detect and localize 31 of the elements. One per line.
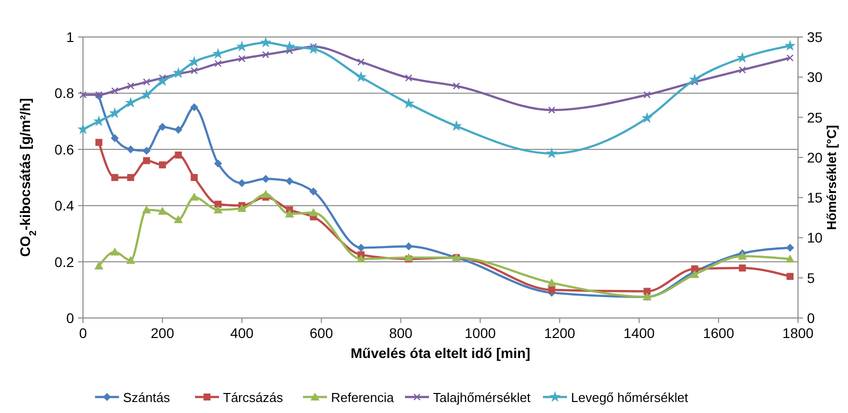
y-tick-label: 0.2: [54, 254, 74, 270]
y2-tick-label: 35: [807, 29, 823, 45]
x-tick-label: 200: [150, 325, 174, 341]
x-tick-label: 1000: [464, 325, 496, 341]
legend-label: Levegő hőmérséklet: [571, 390, 688, 405]
y2-tick-label: 15: [807, 190, 823, 206]
y-tick-label: 0: [66, 310, 74, 326]
y2-tick-label: 25: [807, 109, 823, 126]
x-tick-label: 800: [389, 325, 413, 341]
x-tick-label: 1800: [782, 325, 814, 341]
x-tick-label: 1200: [544, 325, 576, 341]
y-tick-label: 1: [66, 29, 74, 45]
y2-tick-label: 30: [807, 69, 823, 86]
x-tick-label: 1600: [702, 325, 734, 341]
x-tick-label: 1400: [624, 325, 655, 341]
y2-tick-label: 5: [807, 270, 815, 286]
y2-tick-label: 0: [807, 310, 815, 326]
y2-tick-label: 10: [807, 230, 823, 246]
legend-label: Referencia: [331, 390, 395, 405]
x-tick-label: 400: [230, 325, 254, 341]
legend-label: Talajhőmérséklet: [433, 390, 531, 405]
y2-tick-label: 20: [807, 149, 823, 166]
x-tick-label: 600: [310, 325, 334, 341]
x-axis-title: Művelés óta eltelt idő [min]: [350, 345, 530, 361]
y-tick-label: 0.6: [54, 141, 74, 158]
x-tick-label: 0: [79, 325, 88, 341]
y2-axis-title: Hőmérséklet [°C]: [824, 125, 839, 230]
legend-label: Szántás: [123, 390, 170, 405]
legend-label: Tárcsázás: [223, 390, 284, 405]
y-tick-label: 0.8: [54, 85, 74, 102]
y-tick-label: 0.4: [54, 198, 74, 214]
